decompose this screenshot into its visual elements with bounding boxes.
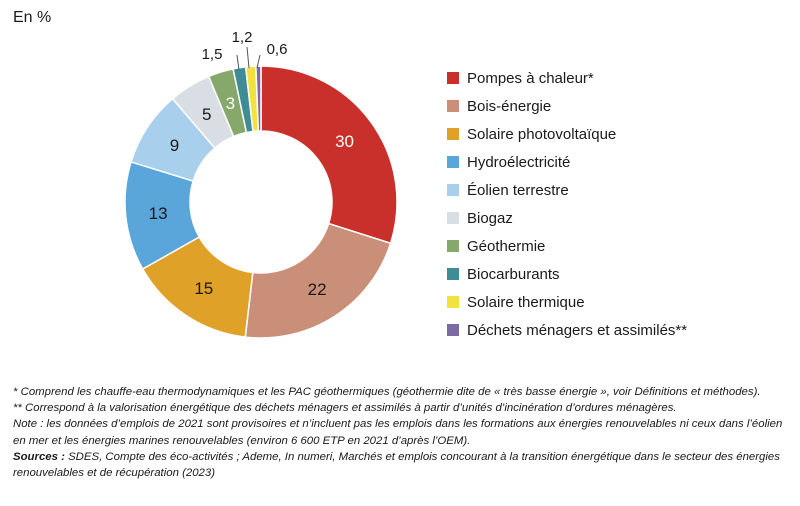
footnote-sources: Sources : SDES, Compte des éco-activités… [13,449,788,481]
legend-swatch [447,296,459,308]
legend-item-eolien-terrestre: Éolien terrestre [447,176,687,204]
legend-item-biogaz: Biogaz [447,204,687,232]
value-label-dechets-menagers-et-assimiles: 0,6 [267,41,288,58]
legend-label: Bois-énergie [467,97,552,115]
slice-pompes-a-chaleur [260,65,398,245]
legend-label: Hydroélectricité [467,153,571,171]
leader-line-biocarburants [236,54,240,71]
legend-swatch [447,324,459,336]
sources-text: SDES, Compte des éco-activités ; Ademe, … [13,450,780,480]
legend-label: Solaire photovoltaïque [467,125,617,143]
legend-swatch [447,100,459,112]
value-label-pompes-a-chaleur: 30 [335,132,354,151]
value-label-bois-energie: 22 [308,280,327,299]
legend-label: Biocarburants [467,265,560,283]
legend-item-bois-energie: Bois-énergie [447,92,687,120]
value-label-hydroelectricite: 13 [149,204,168,223]
legend-label: Solaire thermique [467,293,585,311]
legend-label: Éolien terrestre [467,181,569,199]
footnotes: * Comprend les chauffe-eau thermodynamiq… [13,384,788,481]
value-label-solaire-photovoltaique: 15 [194,279,213,298]
sources-label: Sources : [13,450,65,463]
footnote-note: Note : les données d’emplois de 2021 son… [13,418,783,447]
legend-item-pompes-a-chaleur: Pompes à chaleur* [447,64,687,92]
chart-legend: Pompes à chaleur* Bois-énergie Solaire pho… [447,64,687,344]
legend-swatch [447,128,459,140]
legend-item-dechets-menagers-et-assimiles: Déchets ménagers et assimilés** [447,316,687,344]
value-label-biocarburants: 1,5 [202,46,223,63]
leader-line-solaire-thermique [246,46,250,69]
value-label-biogaz: 5 [202,105,211,124]
footnote-heat-pumps: * Comprend les chauffe-eau thermodynamiq… [13,386,761,398]
slice-bois-energie [244,222,392,339]
legend-label: Biogaz [467,209,513,227]
leader-line-dechets-menagers-et-assimiles [256,54,261,69]
legend-item-biocarburants: Biocarburants [447,260,687,288]
legend-swatch [447,212,459,224]
legend-swatch [447,268,459,280]
legend-swatch [447,156,459,168]
legend-swatch [447,72,459,84]
value-label-solaire-thermique: 1,2 [232,29,253,46]
value-label-eolien-terrestre: 9 [170,136,179,155]
unit-label: En % [13,9,52,26]
legend-item-solaire-photovoltaique: Solaire photovoltaïque [447,120,687,148]
legend-item-geothermie: Géothermie [447,232,687,260]
legend-label: Pompes à chaleur* [467,69,594,87]
value-label-geothermie: 3 [226,94,235,113]
legend-label: Géothermie [467,237,546,255]
legend-swatch [447,240,459,252]
legend-label: Déchets ménagers et assimilés** [467,321,688,339]
legend-item-hydroelectricite: Hydroélectricité [447,148,687,176]
footnote-waste: ** Correspond à la valorisation énergéti… [13,402,677,415]
legend-swatch [447,184,459,196]
legend-item-solaire-thermique: Solaire thermique [447,288,687,316]
